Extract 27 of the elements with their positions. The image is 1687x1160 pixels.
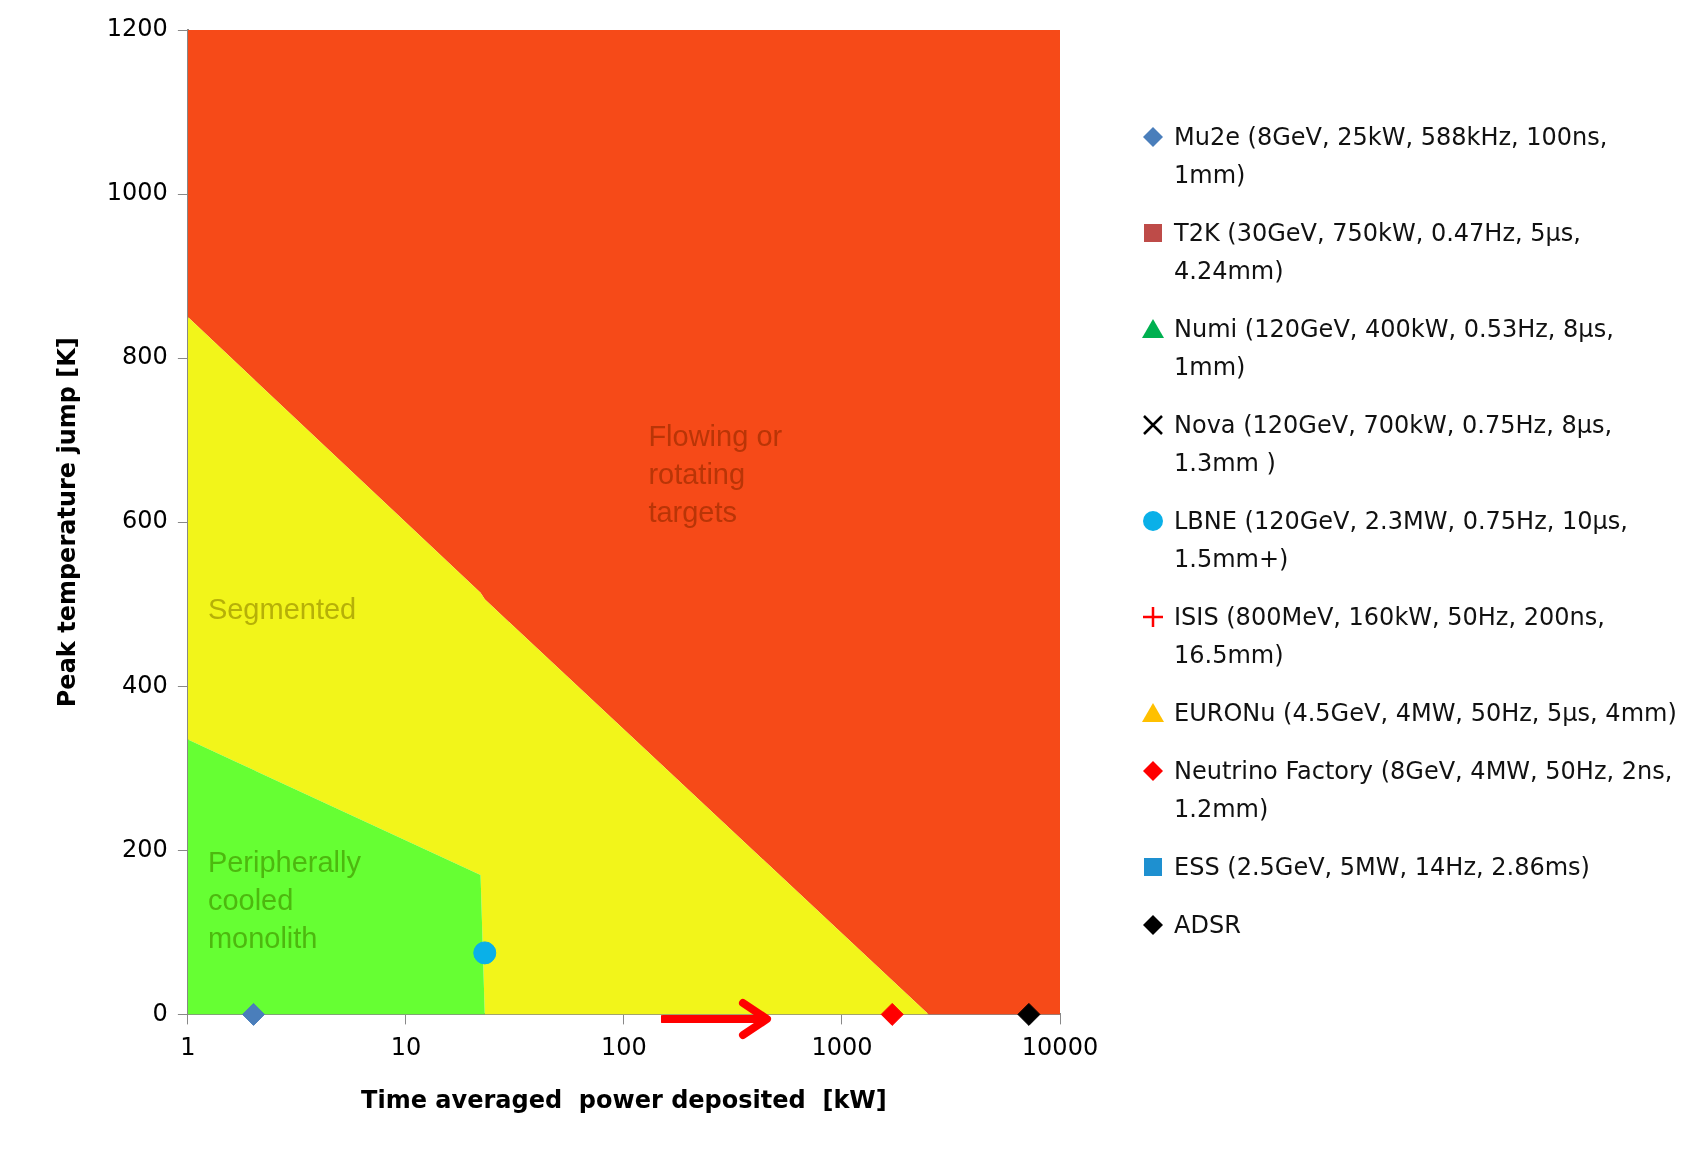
y-axis-title: Peak temperature jump [K] [52, 337, 81, 708]
legend-label: Numi (120GeV, 400kW, 0.53Hz, 8µs, 1mm) [1174, 314, 1615, 383]
x-axis-title: Time averaged power deposited [kW] [361, 1085, 887, 1114]
series-label: Peripherally cooled monolith [207, 846, 362, 955]
series-label: Segmented [207, 592, 357, 625]
legend-label: Nova (120GeV, 700kW, 0.75Hz, 8µs, 1.3mm ) [1174, 410, 1614, 479]
y-tick-label: 0 [152, 998, 168, 1027]
legend-label: EURONu (4.5GeV, 4MW, 50Hz, 5µs, 4mm) [1174, 698, 1677, 729]
x-tick-label: 10 [390, 1033, 422, 1062]
legend-label: ADSR [1174, 910, 1241, 941]
y-tick-label: 600 [122, 506, 168, 535]
legend-label: LBNE (120GeV, 2.3MW, 0.75Hz, 10µs, 1.5mm+) [1174, 506, 1629, 575]
y-tick-label: 1200 [106, 14, 168, 43]
y-tick-label: 200 [122, 834, 168, 863]
legend-label: Neutrino Factory (8GeV, 4MW, 50Hz, 2ns, 1.2mm) [1174, 756, 1674, 825]
legend-label: Mu2e (8GeV, 25kW, 588kHz, 100ns, 1mm) [1174, 122, 1609, 191]
y-tick-label: 800 [122, 342, 168, 371]
x-tick-label: 1000 [811, 1033, 873, 1062]
legend-label: ISIS (800MeV, 160kW, 50Hz, 200ns, 16.5mm) [1174, 602, 1606, 671]
series-label: Flowing or rotating targets [648, 420, 783, 529]
y-tick-label: 1000 [106, 178, 168, 207]
x-tick-label: 1 [180, 1033, 196, 1062]
x-tick-label: 100 [601, 1033, 647, 1062]
x-tick-label: 10000 [1021, 1033, 1099, 1062]
y-tick-label: 400 [122, 670, 168, 699]
legend-label: T2K (30GeV, 750kW, 0.47Hz, 5µs, 4.24mm) [1174, 218, 1582, 287]
legend-label: ESS (2.5GeV, 5MW, 14Hz, 2.86ms) [1174, 852, 1590, 883]
